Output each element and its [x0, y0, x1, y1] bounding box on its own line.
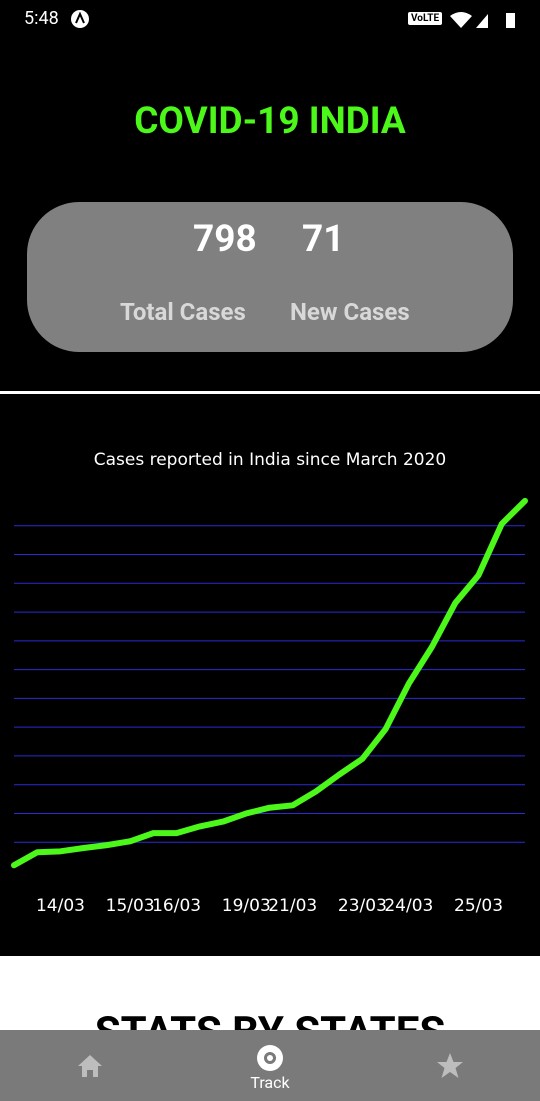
- stat-value: 71: [302, 218, 345, 261]
- status-bar: 5:48 VoLTE: [0, 0, 540, 40]
- chart-title: Cases reported in India since March 2020: [94, 450, 447, 470]
- stat-value: 798: [193, 218, 257, 261]
- app-title: COVID-19 INDIA: [134, 100, 406, 143]
- favorites-tab[interactable]: [436, 1052, 464, 1079]
- x-tick-label: 24/03: [384, 896, 433, 916]
- stat-label: Total Cases: [120, 298, 246, 326]
- x-tick-label: 19/03: [222, 896, 271, 916]
- app-icon: [71, 10, 89, 28]
- x-tick-label: 16/03: [152, 896, 201, 916]
- stats-card: [27, 202, 513, 352]
- x-tick-label: 21/03: [268, 896, 317, 916]
- track-tab[interactable]: [256, 1044, 284, 1072]
- data-line: [11, 497, 528, 869]
- nav-label[interactable]: Track: [250, 1073, 290, 1092]
- x-tick-label: 23/03: [338, 896, 387, 916]
- content: STATS BY STATES: [0, 956, 540, 1030]
- x-tick-label: 25/03: [454, 896, 503, 916]
- chart: Cases reported in India since March 2020…: [11, 450, 528, 916]
- status-icons: [450, 12, 515, 28]
- home-tab[interactable]: [76, 1054, 104, 1078]
- x-tick-label: 15/03: [106, 896, 155, 916]
- bottom-nav: [0, 1030, 540, 1101]
- x-tick-label: 14/03: [36, 896, 85, 916]
- status-time: 5:48: [24, 8, 59, 29]
- stat-label: New Cases: [290, 298, 410, 326]
- divider: [0, 391, 540, 394]
- section-heading: STATS BY STATES: [0, 1008, 540, 1030]
- network-badge: VoLTE: [408, 12, 443, 25]
